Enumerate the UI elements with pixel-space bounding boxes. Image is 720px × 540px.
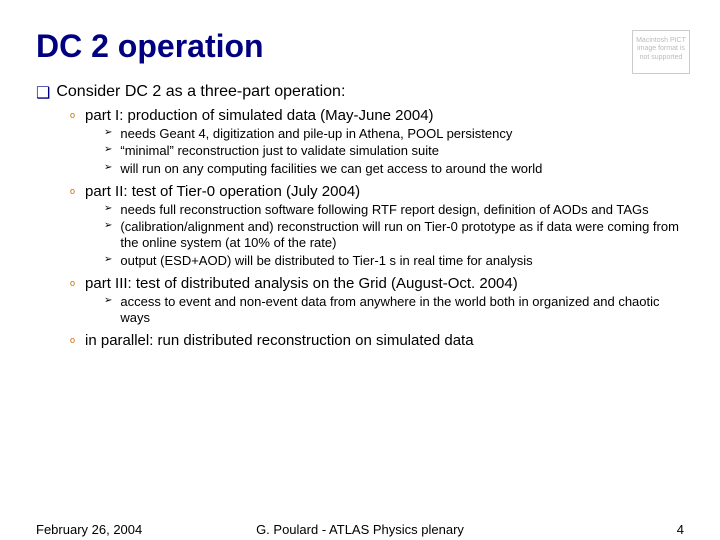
list-text: needs Geant 4, digitization and pile-up … (120, 126, 680, 142)
circle-bullet-icon: o (70, 278, 75, 288)
list-text: part II: test of Tier-0 operation (July … (85, 183, 665, 200)
list-text: access to event and non-event data from … (120, 294, 680, 327)
arrow-bullet-icon: ➢ (104, 254, 112, 267)
list-text: output (ESD+AOD) will be distributed to … (120, 253, 680, 269)
list-item: ➢ output (ESD+AOD) will be distributed to… (104, 253, 684, 269)
bullet-list-level3: ➢ needs full reconstruction software foll… (104, 202, 684, 269)
arrow-bullet-icon: ➢ (104, 220, 112, 233)
list-item: ➢ “minimal” reconstruction just to valida… (104, 143, 684, 159)
slide-title: DC 2 operation (36, 28, 684, 65)
square-bullet-icon: ❑ (36, 83, 50, 103)
footer-page-number: 4 (677, 522, 684, 537)
arrow-bullet-icon: ➢ (104, 144, 112, 157)
list-text: (calibration/alignment and) reconstructi… (120, 219, 680, 252)
arrow-bullet-icon: ➢ (104, 127, 112, 140)
arrow-bullet-icon: ➢ (104, 162, 112, 175)
list-text: “minimal” reconstruction just to validat… (120, 143, 680, 159)
circle-bullet-icon: o (70, 335, 75, 345)
list-item: ❑ Consider DC 2 as a three-part operation… (36, 83, 684, 349)
list-text: needs full reconstruction software follo… (120, 202, 680, 218)
circle-bullet-icon: o (70, 186, 75, 196)
list-item: ➢ (calibration/alignment and) reconstruct… (104, 219, 684, 252)
list-item: o in parallel: run distributed reconstruc… (70, 332, 684, 349)
list-text: part III: test of distributed analysis o… (85, 275, 665, 292)
list-item: o part I: production of simulated data (M… (70, 107, 684, 177)
list-text: in parallel: run distributed reconstruct… (85, 332, 665, 349)
footer-author: G. Poulard - ATLAS Physics plenary (36, 522, 684, 537)
bullet-list-level2: o part I: production of simulated data (M… (70, 107, 684, 349)
arrow-bullet-icon: ➢ (104, 203, 112, 216)
list-text: part I: production of simulated data (Ma… (85, 107, 665, 124)
list-item: ➢ needs Geant 4, digitization and pile-up… (104, 126, 684, 142)
image-placeholder-icon: Macintosh PICT image format is not suppo… (632, 30, 690, 74)
bullet-list-level3: ➢ access to event and non-event data from… (104, 294, 684, 327)
list-item: o part III: test of distributed analysis … (70, 275, 684, 327)
list-item: ➢ access to event and non-event data from… (104, 294, 684, 327)
bullet-list-level3: ➢ needs Geant 4, digitization and pile-up… (104, 126, 684, 177)
circle-bullet-icon: o (70, 110, 75, 120)
slide: DC 2 operation Macintosh PICT image form… (0, 0, 720, 540)
list-item: o part II: test of Tier-0 operation (July… (70, 183, 684, 269)
arrow-bullet-icon: ➢ (104, 295, 112, 308)
list-text: Consider DC 2 as a three-part operation: (56, 83, 666, 101)
bullet-list-level1: ❑ Consider DC 2 as a three-part operation… (36, 83, 684, 349)
list-item: ➢ will run on any computing facilities we… (104, 161, 684, 177)
list-item: ➢ needs full reconstruction software foll… (104, 202, 684, 218)
list-text: will run on any computing facilities we … (120, 161, 680, 177)
